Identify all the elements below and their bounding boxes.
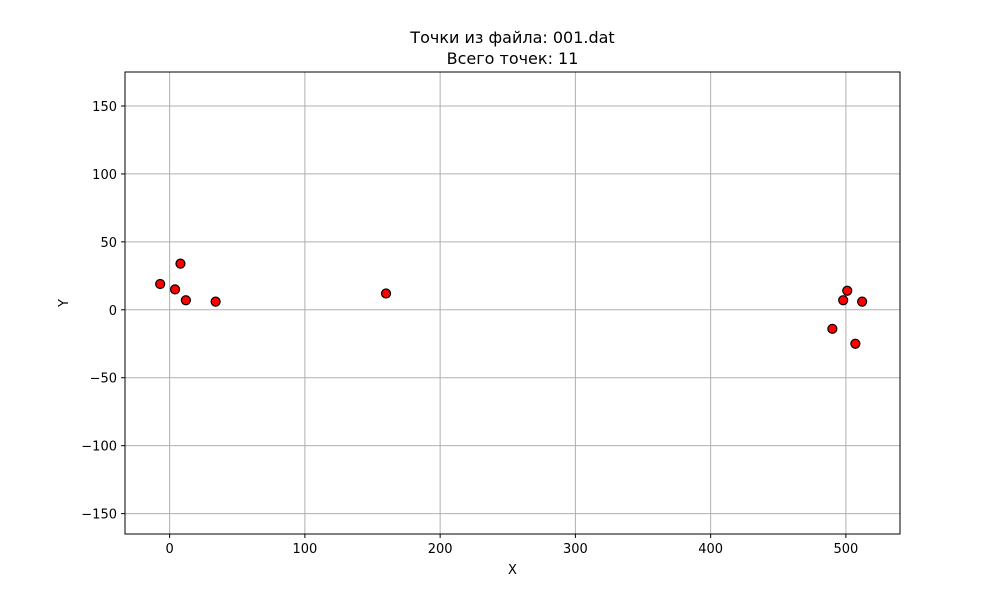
x-tick-label: 0 — [165, 542, 173, 557]
chart-title-line2: Всего точек: 11 — [447, 49, 579, 68]
y-tick-label: 150 — [92, 100, 117, 115]
x-tick-label: 300 — [563, 542, 588, 557]
x-tick-label: 400 — [698, 542, 723, 557]
y-tick-label: 100 — [92, 168, 117, 183]
data-point — [180, 295, 191, 306]
data-point — [380, 288, 392, 299]
data-point — [842, 285, 853, 296]
plot-frame — [124, 71, 901, 535]
grid-lines — [125, 72, 900, 534]
data-point — [838, 295, 849, 306]
data-point — [155, 278, 166, 290]
data-point — [175, 258, 186, 269]
y-tick-label: −100 — [81, 440, 117, 455]
axis-ticks: 0 100 200 300 400 500 −150 −100 −50 0 50 100 150 — [81, 100, 858, 557]
data-points — [155, 258, 868, 349]
data-point — [210, 296, 221, 307]
data-point — [169, 284, 181, 295]
y-axis-label: Y — [57, 299, 72, 308]
x-tick-label: 200 — [428, 542, 453, 557]
x-tick-label: 100 — [292, 542, 317, 557]
y-tick-label: 0 — [109, 304, 117, 319]
y-tick-label: −150 — [81, 508, 117, 523]
data-point — [827, 323, 838, 334]
y-tick-label: −50 — [90, 372, 117, 387]
x-axis-label: X — [508, 563, 517, 578]
x-tick-label: 500 — [833, 542, 858, 557]
data-point — [850, 338, 861, 349]
data-point — [857, 296, 868, 307]
chart-title-line1: Точки из файла: 001.dat — [409, 28, 614, 47]
y-tick-label: 50 — [100, 236, 117, 251]
